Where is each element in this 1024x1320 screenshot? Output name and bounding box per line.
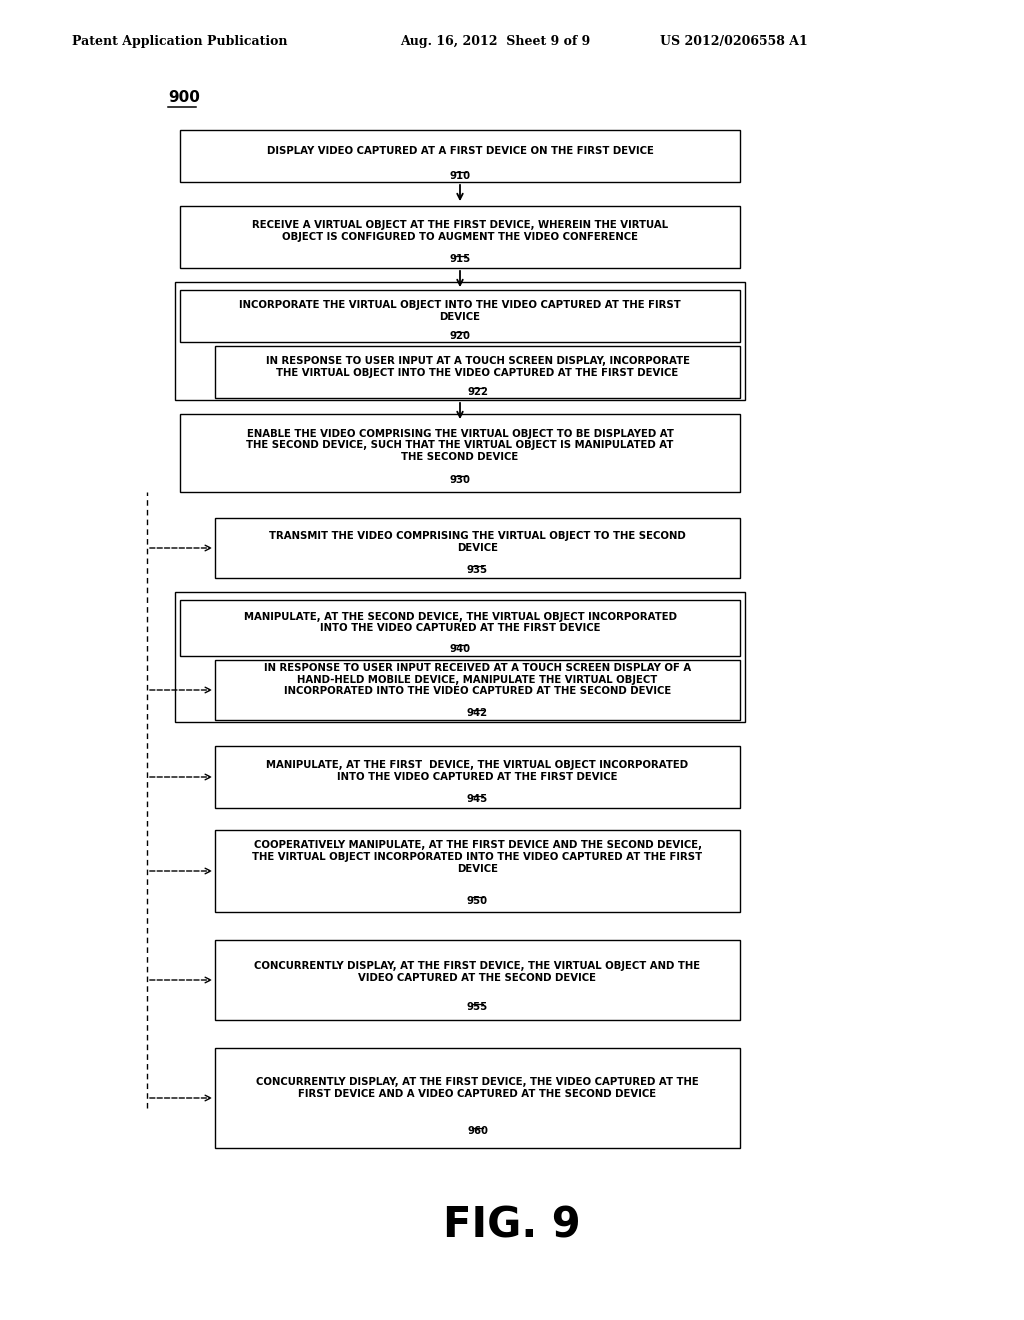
Text: 955: 955 xyxy=(467,1002,488,1012)
Bar xyxy=(180,601,740,656)
Text: 950: 950 xyxy=(467,895,488,906)
Text: IN RESPONSE TO USER INPUT RECEIVED AT A TOUCH SCREEN DISPLAY OF A
HAND-HELD MOBI: IN RESPONSE TO USER INPUT RECEIVED AT A … xyxy=(264,663,691,697)
Bar xyxy=(180,129,740,182)
Text: 935: 935 xyxy=(467,565,488,574)
Text: 922: 922 xyxy=(467,387,488,396)
Bar xyxy=(180,290,740,342)
Text: 900: 900 xyxy=(168,90,200,106)
Text: 920: 920 xyxy=(450,330,470,341)
Bar xyxy=(215,746,740,808)
Text: 910: 910 xyxy=(450,170,471,181)
Bar xyxy=(175,282,745,400)
Text: MANIPULATE, AT THE SECOND DEVICE, THE VIRTUAL OBJECT INCORPORATED
INTO THE VIDEO: MANIPULATE, AT THE SECOND DEVICE, THE VI… xyxy=(244,611,677,634)
Text: RECEIVE A VIRTUAL OBJECT AT THE FIRST DEVICE, WHEREIN THE VIRTUAL
OBJECT IS CONF: RECEIVE A VIRTUAL OBJECT AT THE FIRST DE… xyxy=(252,220,668,242)
Bar xyxy=(180,206,740,268)
Bar xyxy=(215,346,740,399)
Text: 945: 945 xyxy=(467,795,488,804)
Bar xyxy=(215,940,740,1020)
Text: ENABLE THE VIDEO COMPRISING THE VIRTUAL OBJECT TO BE DISPLAYED AT
THE SECOND DEV: ENABLE THE VIDEO COMPRISING THE VIRTUAL … xyxy=(247,429,674,462)
Text: Patent Application Publication: Patent Application Publication xyxy=(72,36,288,49)
Text: FIG. 9: FIG. 9 xyxy=(443,1204,581,1246)
Text: TRANSMIT THE VIDEO COMPRISING THE VIRTUAL OBJECT TO THE SECOND
DEVICE: TRANSMIT THE VIDEO COMPRISING THE VIRTUA… xyxy=(269,531,686,553)
Bar xyxy=(215,1048,740,1148)
Text: Aug. 16, 2012  Sheet 9 of 9: Aug. 16, 2012 Sheet 9 of 9 xyxy=(400,36,590,49)
Text: 915: 915 xyxy=(450,255,471,264)
Text: DISPLAY VIDEO CAPTURED AT A FIRST DEVICE ON THE FIRST DEVICE: DISPLAY VIDEO CAPTURED AT A FIRST DEVICE… xyxy=(266,145,653,156)
Bar xyxy=(215,660,740,719)
Text: IN RESPONSE TO USER INPUT AT A TOUCH SCREEN DISPLAY, INCORPORATE
THE VIRTUAL OBJ: IN RESPONSE TO USER INPUT AT A TOUCH SCR… xyxy=(265,356,689,378)
Text: US 2012/0206558 A1: US 2012/0206558 A1 xyxy=(660,36,808,49)
Text: INCORPORATE THE VIRTUAL OBJECT INTO THE VIDEO CAPTURED AT THE FIRST
DEVICE: INCORPORATE THE VIRTUAL OBJECT INTO THE … xyxy=(240,300,681,322)
Text: 940: 940 xyxy=(450,644,471,653)
Text: 960: 960 xyxy=(467,1126,488,1137)
Text: MANIPULATE, AT THE FIRST  DEVICE, THE VIRTUAL OBJECT INCORPORATED
INTO THE VIDEO: MANIPULATE, AT THE FIRST DEVICE, THE VIR… xyxy=(266,760,688,781)
Text: 942: 942 xyxy=(467,708,488,718)
Bar xyxy=(180,414,740,492)
Bar xyxy=(215,830,740,912)
Text: CONCURRENTLY DISPLAY, AT THE FIRST DEVICE, THE VIRTUAL OBJECT AND THE
VIDEO CAPT: CONCURRENTLY DISPLAY, AT THE FIRST DEVIC… xyxy=(254,961,700,983)
Text: 930: 930 xyxy=(450,475,470,484)
Bar xyxy=(215,517,740,578)
Text: CONCURRENTLY DISPLAY, AT THE FIRST DEVICE, THE VIDEO CAPTURED AT THE
FIRST DEVIC: CONCURRENTLY DISPLAY, AT THE FIRST DEVIC… xyxy=(256,1077,698,1098)
Text: COOPERATIVELY MANIPULATE, AT THE FIRST DEVICE AND THE SECOND DEVICE,
THE VIRTUAL: COOPERATIVELY MANIPULATE, AT THE FIRST D… xyxy=(253,841,702,874)
Bar xyxy=(175,591,745,722)
